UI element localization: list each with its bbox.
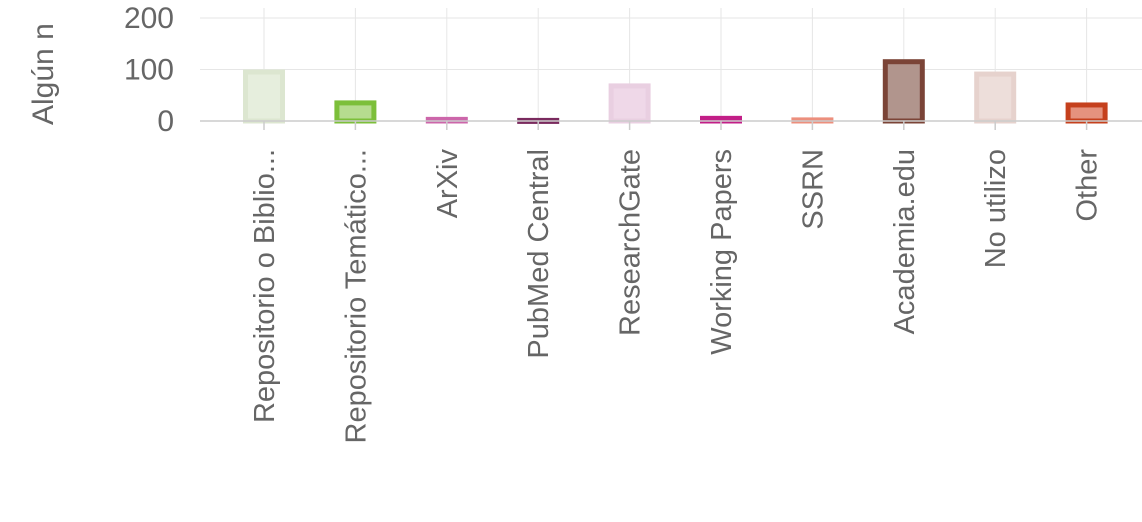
x-tick-label: No utilizo [980, 149, 1012, 268]
y-tick-label: 100 [124, 54, 174, 87]
bar [608, 83, 651, 124]
x-tick-label: ArXiv [432, 149, 464, 219]
x-tick-label: Academia.edu [889, 149, 921, 334]
x-tick-label: Other [1072, 149, 1104, 222]
y-axis-label: Algún n [27, 23, 60, 125]
y-tick-label: 0 [157, 105, 174, 138]
y-axis-ticks: 0 100 200 [124, 2, 174, 138]
bars [243, 59, 1108, 124]
grid [200, 8, 1142, 121]
x-tick-label: ResearchGate [615, 149, 647, 336]
x-axis-ticks: Repositorio o Biblio... Repositorio Temát… [249, 121, 1104, 443]
y-tick-label: 200 [124, 2, 174, 35]
x-tick-label: PubMed Central [523, 149, 555, 359]
x-tick-label: Repositorio o Biblio... [249, 149, 281, 423]
bar [974, 71, 1017, 124]
bar [882, 59, 925, 124]
x-tick-label: Repositorio Temático... [340, 149, 372, 443]
x-tick-label: SSRN [797, 149, 829, 230]
x-tick-label: Working Papers [706, 149, 738, 355]
bar [1065, 102, 1108, 124]
bar [243, 69, 285, 124]
bar [334, 100, 377, 124]
